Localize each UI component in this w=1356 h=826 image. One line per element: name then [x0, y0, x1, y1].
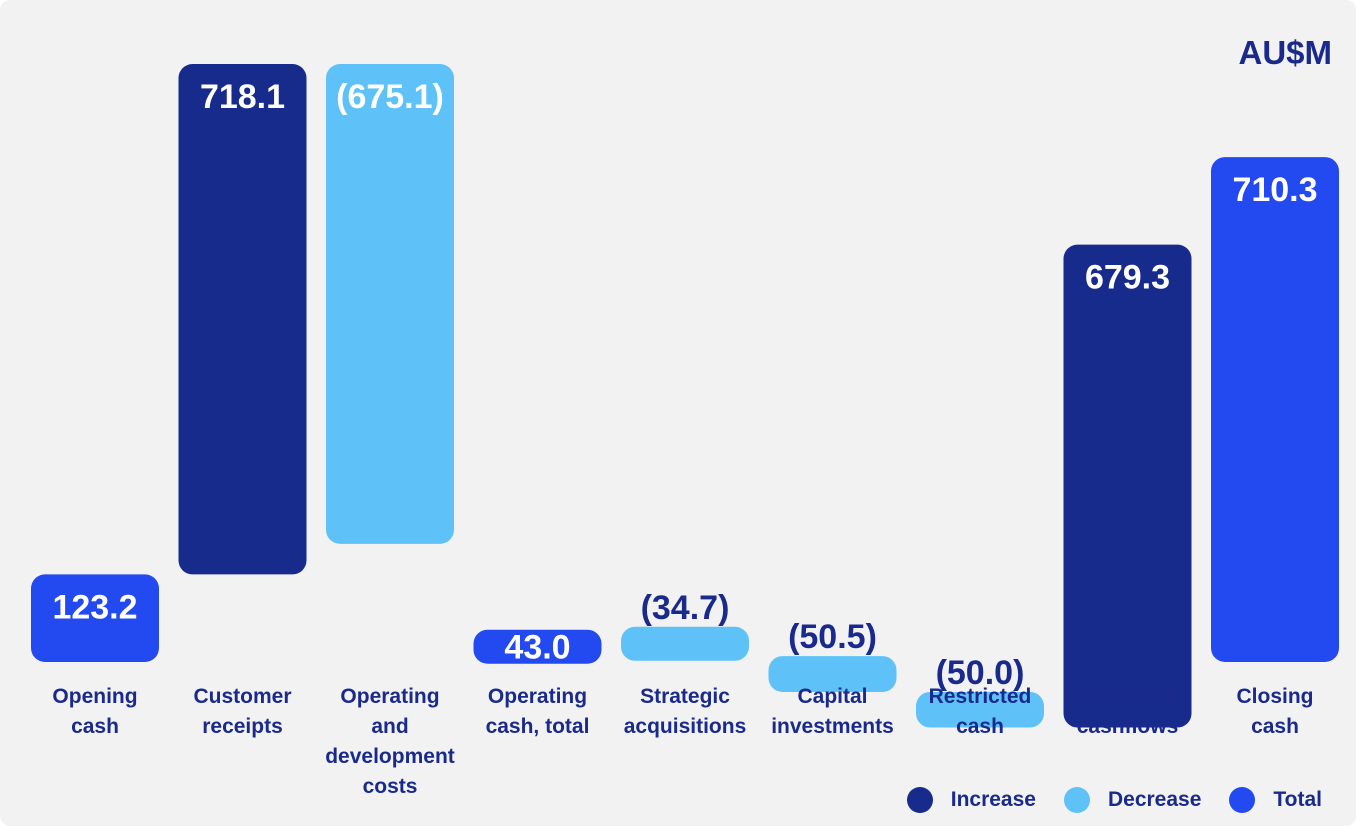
category-label-1: Customer receipts	[193, 685, 292, 738]
data-label-1: 718.1	[200, 78, 285, 116]
category-label-4: Strategic acquisitions	[623, 685, 747, 738]
data-label-8: 710.3	[1232, 171, 1317, 209]
bar-increase-1	[178, 64, 307, 575]
legend-label-increase: Increase	[950, 788, 1036, 811]
legend: Increase Decrease Total	[906, 785, 1322, 815]
legend-swatch-increase	[906, 787, 933, 813]
category-label-7: Financing cashflows	[1076, 685, 1179, 738]
category-label-6: Restricted cash	[928, 685, 1032, 738]
bar-total-3	[473, 629, 602, 664]
data-label-3: 43.0	[504, 629, 570, 667]
legend-label-decrease: Decrease	[1107, 788, 1202, 811]
legend-label-total: Total	[1273, 788, 1322, 811]
legend-swatch-total	[1229, 787, 1256, 813]
data-label-6: (50.0)	[936, 654, 1025, 692]
data-label-7: 679.3	[1085, 259, 1170, 297]
legend-item-total: Total	[1229, 787, 1322, 813]
data-label-5: (50.5)	[788, 618, 877, 656]
legend-item-increase: Increase	[906, 787, 1036, 813]
category-label-8: Closing cash	[1236, 685, 1314, 738]
bar-increase-7	[1063, 244, 1192, 728]
bar-total-0	[31, 574, 159, 662]
bar-total-8	[1211, 157, 1339, 662]
bar-decrease-2	[326, 64, 454, 544]
bar-decrease-5	[768, 656, 897, 692]
bar-decrease-4	[621, 626, 749, 661]
data-label-4: (34.7)	[641, 589, 730, 627]
category-label-0: Opening cash	[52, 685, 138, 738]
data-label-2: (675.1)	[336, 78, 444, 116]
unit-label: AU$M	[1238, 34, 1332, 71]
legend-item-decrease: Decrease	[1063, 787, 1202, 813]
category-label-2: Operating and development costs	[325, 685, 455, 798]
bar-decrease-6	[916, 691, 1044, 728]
category-label-5: Capital investments	[771, 685, 894, 738]
data-label-0: 123.2	[52, 588, 137, 626]
category-label-3: Operating cash, total	[485, 685, 590, 738]
legend-swatch-decrease	[1063, 787, 1090, 813]
